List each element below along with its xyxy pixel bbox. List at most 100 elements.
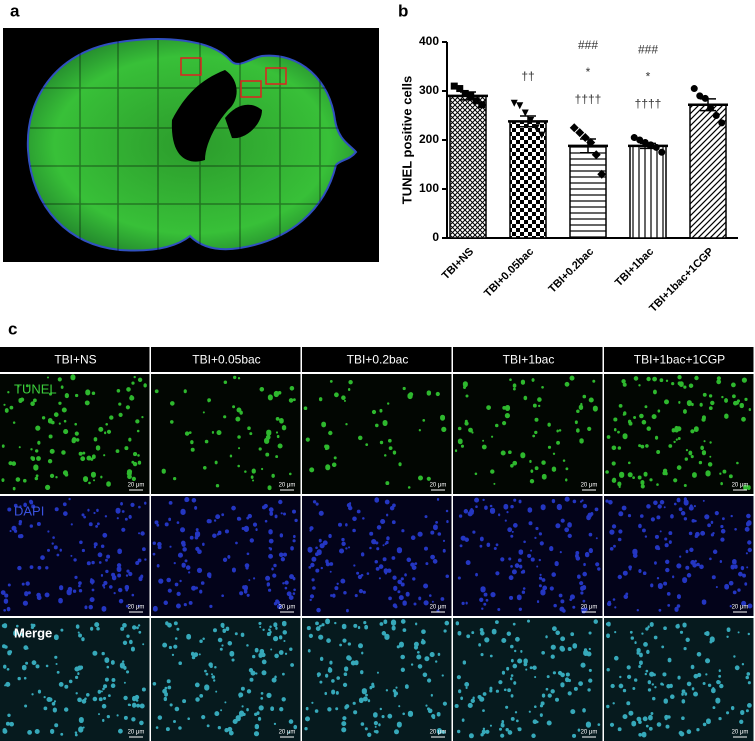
cell-nuclei <box>454 375 598 485</box>
data-point <box>658 148 666 156</box>
y-axis-label: TUNEL positive cells <box>399 76 414 204</box>
x-tick-label: TBI+0.2bac <box>546 246 596 296</box>
y-tick-label: 200 <box>419 132 439 146</box>
scale-bar-label: 20 μm <box>279 730 296 736</box>
cell-nuclei <box>154 375 296 491</box>
row-label: TUNEL <box>14 381 57 396</box>
column-header: TBI+1bac <box>503 353 555 367</box>
column-header-bg <box>604 347 754 372</box>
data-point <box>641 138 649 146</box>
panel-label: c <box>8 319 17 338</box>
column-header: TBI+0.2bac <box>347 353 409 367</box>
cell-nuclei <box>1 622 146 737</box>
data-point <box>461 89 469 97</box>
data-point <box>575 128 585 138</box>
data-point <box>647 141 655 149</box>
scale-bar-label: 20 μm <box>581 483 598 489</box>
scale-bar-label: 20 μm <box>732 483 749 489</box>
row-label: Merge <box>14 625 52 640</box>
data-point <box>597 169 607 179</box>
scale-bar-label: 20 μm <box>430 605 447 611</box>
micrograph <box>453 618 603 741</box>
data-point <box>712 112 720 119</box>
micrograph <box>302 618 452 741</box>
significance-label: * <box>586 65 591 79</box>
data-point <box>521 109 529 117</box>
micrograph <box>0 496 150 616</box>
data-point <box>510 99 518 107</box>
brain-image <box>3 28 379 262</box>
x-tick-label: TBI+NS <box>440 246 476 282</box>
row-label: DAPI <box>14 503 44 518</box>
column-header-bg <box>151 347 301 372</box>
significance-label: ### <box>578 38 598 52</box>
x-tick-label: TBI+1bac <box>613 246 656 289</box>
significance-label: †† <box>521 69 534 83</box>
data-point <box>696 92 704 100</box>
micrograph <box>453 374 603 494</box>
data-point <box>591 150 601 160</box>
y-tick-label: 100 <box>419 181 439 195</box>
scale-bar-label: 20 μm <box>128 605 145 611</box>
micrograph <box>0 618 150 741</box>
data-point <box>450 82 458 90</box>
x-tick-label: TBI+1bac+1CGP <box>647 246 716 315</box>
column-header: TBI+0.05bac <box>192 353 260 367</box>
cell-nuclei <box>457 496 601 614</box>
data-point <box>478 101 486 109</box>
cell-nuclei <box>454 619 601 739</box>
micrograph <box>151 496 301 616</box>
y-tick-label: 400 <box>419 34 439 48</box>
data-point <box>652 143 660 151</box>
significance-label: †††† <box>575 92 602 106</box>
data-point <box>636 136 644 144</box>
data-point <box>569 123 579 133</box>
data-point <box>538 131 546 139</box>
data-point <box>580 133 590 143</box>
data-point <box>527 116 535 124</box>
micrograph <box>302 374 452 494</box>
scale-bar-label: 20 μm <box>279 605 296 611</box>
data-point <box>707 104 715 112</box>
data-point <box>690 85 698 93</box>
micrograph <box>151 618 301 741</box>
data-point <box>456 85 464 93</box>
data-point <box>701 94 709 102</box>
scale-bar-label: 20 μm <box>732 605 749 611</box>
cell-nuclei <box>152 497 298 612</box>
data-point <box>718 119 726 127</box>
scale-bar-label: 20 μm <box>732 730 749 736</box>
cell-nuclei <box>605 621 752 738</box>
data-point <box>586 137 596 147</box>
column-header-bg <box>302 347 452 372</box>
data-point <box>516 102 524 110</box>
data-point <box>532 124 540 132</box>
micrograph <box>302 496 452 616</box>
y-tick-label: 0 <box>432 230 439 244</box>
cell-nuclei <box>304 618 450 737</box>
scale-bar-label: 20 μm <box>581 605 598 611</box>
significance-label: ### <box>638 43 658 57</box>
cell-nuclei <box>605 375 752 491</box>
cell-nuclei <box>605 497 753 612</box>
column-header-bg <box>453 347 603 372</box>
bar-pattern <box>449 95 487 239</box>
scale-bar-label: 20 μm <box>581 730 598 736</box>
column-header: TBI+NS <box>54 353 96 367</box>
panel-label: a <box>10 1 20 20</box>
bar-pattern <box>629 145 667 239</box>
scale-bar-label: 20 μm <box>279 483 296 489</box>
cell-nuclei <box>1 374 147 491</box>
bar-pattern <box>569 145 607 239</box>
panel-label: b <box>398 1 408 20</box>
x-tick-label: TBI+0.05bac <box>482 246 536 300</box>
significance-label: †††† <box>635 97 662 111</box>
cell-nuclei <box>152 620 298 737</box>
bar-pattern <box>509 120 547 239</box>
y-tick-label: 300 <box>419 83 439 97</box>
data-point <box>630 134 638 142</box>
column-header: TBI+1bac+1CGP <box>634 353 725 367</box>
scale-bar-label: 20 μm <box>128 483 145 489</box>
